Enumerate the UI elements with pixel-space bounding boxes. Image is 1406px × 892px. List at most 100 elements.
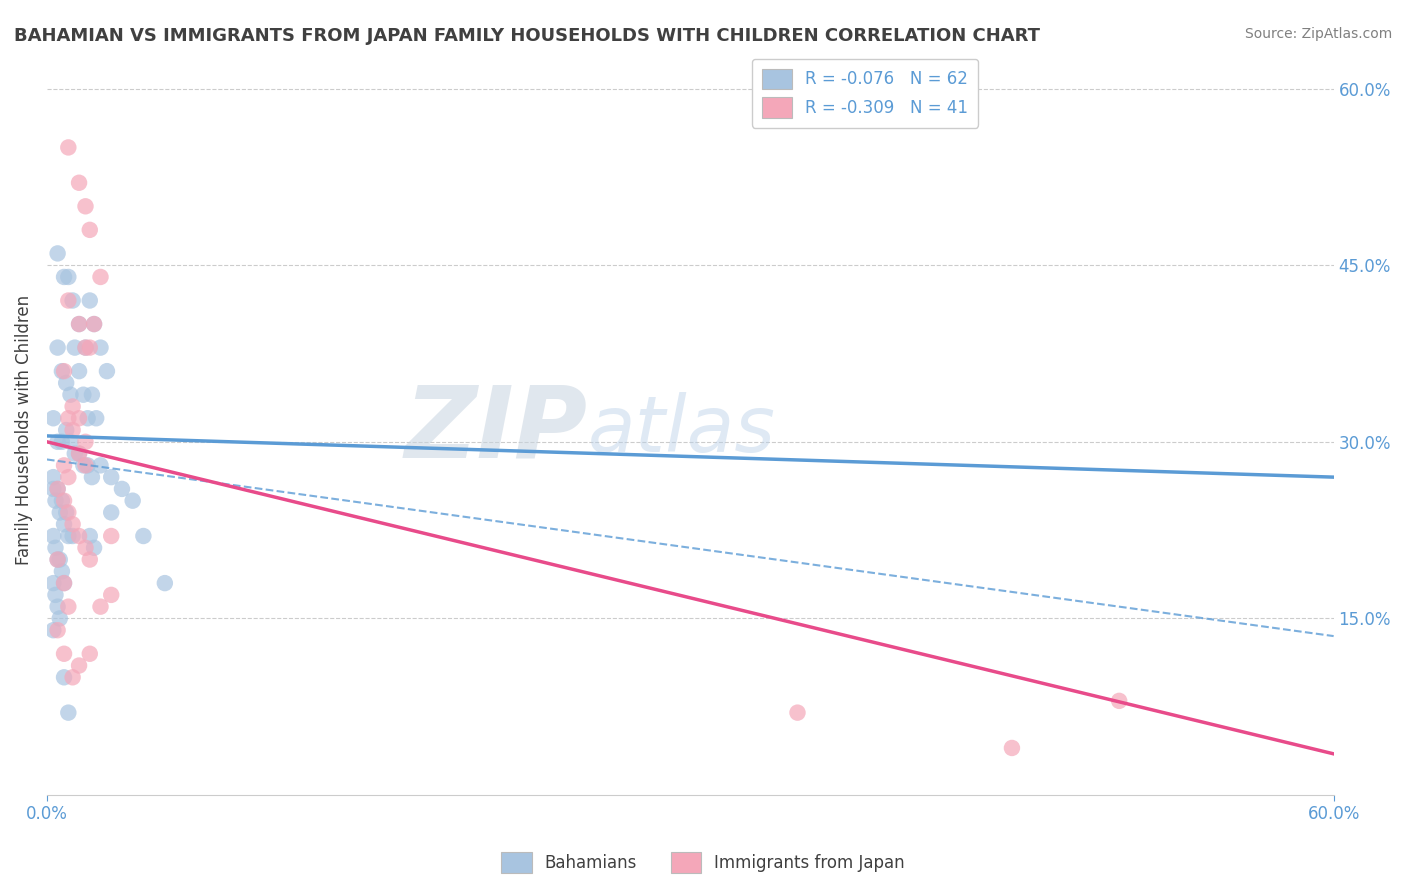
Point: [67, 317, 90, 331]
Point: [49, 611, 72, 625]
Point: [46, 246, 69, 260]
Point: [63, 447, 86, 461]
Point: [53, 269, 76, 284]
Point: [55, 506, 77, 520]
Point: [67, 411, 90, 425]
Point: [67, 317, 90, 331]
Point: [58, 140, 80, 154]
Point: [89, 341, 111, 355]
Point: [72, 458, 94, 473]
Point: [89, 458, 111, 473]
Text: Source: ZipAtlas.com: Source: ZipAtlas.com: [1244, 27, 1392, 41]
Point: [75, 541, 97, 555]
Point: [53, 517, 76, 532]
Point: [72, 387, 94, 401]
Point: [79, 529, 101, 543]
Point: [132, 529, 155, 543]
Point: [75, 434, 97, 449]
Point: [55, 423, 77, 437]
Legend: R = -0.076   N = 62, R = -0.309   N = 41: R = -0.076 N = 62, R = -0.309 N = 41: [752, 59, 979, 128]
Point: [53, 670, 76, 684]
Point: [67, 658, 90, 673]
Point: [53, 493, 76, 508]
Point: [75, 341, 97, 355]
Point: [53, 576, 76, 591]
Point: [89, 599, 111, 614]
Point: [58, 269, 80, 284]
Point: [42, 529, 65, 543]
Point: [53, 458, 76, 473]
Point: [75, 199, 97, 213]
Point: [67, 364, 90, 378]
Point: [58, 506, 80, 520]
Point: [75, 341, 97, 355]
Point: [46, 482, 69, 496]
Point: [44, 493, 66, 508]
Point: [63, 341, 86, 355]
Y-axis label: Family Households with Children: Family Households with Children: [15, 295, 32, 566]
Point: [67, 447, 90, 461]
Point: [79, 293, 101, 308]
Point: [79, 223, 101, 237]
Point: [80, 470, 103, 484]
Point: [42, 482, 65, 496]
Point: [67, 529, 90, 543]
Point: [76, 458, 98, 473]
Point: [44, 588, 66, 602]
Point: [53, 364, 76, 378]
Point: [67, 176, 90, 190]
Point: [46, 624, 69, 638]
Point: [53, 647, 76, 661]
Point: [153, 576, 176, 591]
Point: [46, 434, 69, 449]
Point: [51, 434, 73, 449]
Point: [100, 588, 122, 602]
Point: [42, 624, 65, 638]
Point: [49, 506, 72, 520]
Point: [58, 293, 80, 308]
Text: ZIP: ZIP: [405, 382, 588, 478]
Point: [44, 541, 66, 555]
Point: [100, 470, 122, 484]
Point: [58, 529, 80, 543]
Point: [53, 576, 76, 591]
Point: [58, 599, 80, 614]
Point: [67, 447, 90, 461]
Point: [83, 541, 105, 555]
Point: [46, 341, 69, 355]
Point: [51, 565, 73, 579]
Point: [62, 423, 84, 437]
Point: [58, 411, 80, 425]
Point: [786, 706, 808, 720]
Point: [89, 269, 111, 284]
Point: [46, 482, 69, 496]
Text: atlas: atlas: [588, 392, 775, 468]
Point: [80, 387, 103, 401]
Point: [100, 506, 122, 520]
Point: [76, 411, 98, 425]
Point: [42, 470, 65, 484]
Point: [49, 552, 72, 566]
Point: [111, 482, 134, 496]
Point: [58, 706, 80, 720]
Point: [83, 317, 105, 331]
Point: [51, 364, 73, 378]
Point: [75, 458, 97, 473]
Point: [79, 647, 101, 661]
Point: [46, 552, 69, 566]
Point: [55, 376, 77, 390]
Point: [42, 576, 65, 591]
Point: [51, 493, 73, 508]
Point: [1108, 694, 1130, 708]
Point: [42, 411, 65, 425]
Point: [59, 434, 82, 449]
Point: [62, 293, 84, 308]
Point: [83, 317, 105, 331]
Point: [62, 400, 84, 414]
Point: [58, 470, 80, 484]
Point: [46, 599, 69, 614]
Point: [100, 529, 122, 543]
Point: [121, 493, 143, 508]
Point: [59, 387, 82, 401]
Point: [46, 552, 69, 566]
